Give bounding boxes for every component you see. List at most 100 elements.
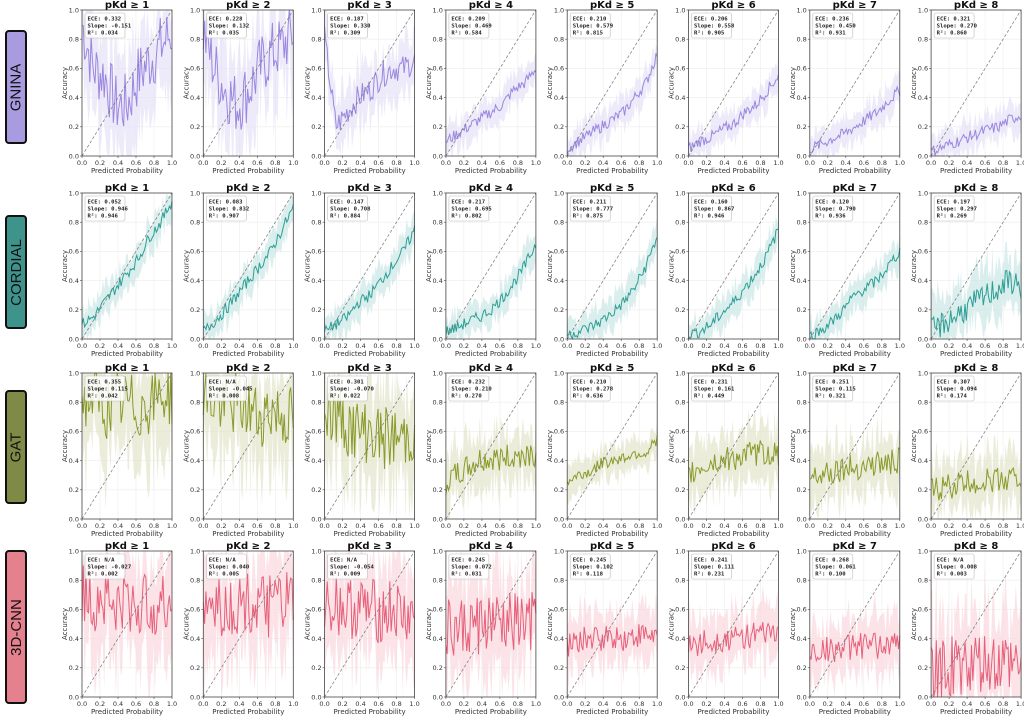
subplot-3d-cnn-5: 0.0 0.2 0.4 0.6 0.8 1.0 0.0 0.2 0.4 0.6 0.8 1.0 Pred… [546, 541, 662, 716]
y-tick-label: 0.6 [433, 65, 443, 73]
x-tick-label: 0.6 [495, 522, 505, 530]
y-tick-label: 0.0 [69, 152, 79, 160]
x-tick-label: 0.8 [270, 159, 280, 167]
stats-text: ECE: 0.083 [209, 200, 243, 206]
y-tick-label: 0.0 [311, 335, 321, 343]
x-tick-label: 0.6 [495, 700, 505, 708]
subplot-gnina-2: 0.0 0.2 0.4 0.6 0.8 1.0 0.0 0.2 0.4 0.6 0.8 1.0 Pred… [182, 0, 298, 175]
y-tick-label: 1.0 [675, 369, 685, 377]
x-tick-label: 0.4 [841, 159, 851, 167]
stats-text: R²: 0.860 [937, 30, 968, 37]
x-axis-label: Predicted Probability [940, 708, 1012, 716]
y-axis-label: Accuracy [668, 608, 676, 640]
x-tick-label: 0.4 [355, 522, 365, 530]
y-axis-label: Accuracy [546, 608, 554, 640]
x-tick-label: 0.8 [877, 342, 887, 350]
stats-text: ECE: 0.120 [815, 200, 849, 206]
stats-text: R²: 0.042 [88, 393, 118, 400]
y-tick-label: 0.0 [311, 515, 321, 523]
x-tick-label: 0.0 [319, 522, 329, 530]
x-tick-label: 0.0 [805, 159, 815, 167]
y-tick-label: 0.2 [311, 486, 321, 494]
subplot-cordial-6: 0.0 0.2 0.4 0.6 0.8 1.0 0.0 0.2 0.4 0.6 0.8 1.0 Pred… [668, 183, 784, 358]
x-axis-label: Predicted Probability [819, 167, 891, 175]
y-tick-label: 0.2 [311, 306, 321, 314]
y-tick-label: 1.0 [796, 189, 806, 197]
stats-text: ECE: 0.206 [694, 17, 728, 23]
stats-text: R²: 0.946 [694, 213, 725, 220]
stats-text: R²: 0.100 [815, 571, 846, 578]
subplot-gnina-4: 0.0 0.2 0.4 0.6 0.8 1.0 0.0 0.2 0.4 0.6 0.8 1.0 Pred… [425, 0, 541, 175]
y-tick-label: 0.4 [69, 635, 79, 643]
y-tick-label: 0.0 [675, 515, 685, 523]
y-tick-label: 0.4 [918, 94, 928, 102]
y-tick-label: 0.6 [796, 428, 806, 436]
x-tick-label: 0.2 [337, 342, 347, 350]
y-tick-label: 1.0 [433, 547, 443, 555]
x-tick-label: 0.4 [962, 700, 972, 708]
stats-text: R²: 0.231 [694, 571, 725, 578]
stats-text: R²: 0.309 [330, 30, 361, 37]
y-tick-label: 1.0 [69, 547, 79, 555]
y-tick-label: 0.6 [554, 428, 564, 436]
subplot-gat-2: 0.0 0.2 0.4 0.6 0.8 1.0 0.0 0.2 0.4 0.6 0.8 1.0 Pred… [182, 363, 298, 538]
x-axis-label: Predicted Probability [576, 708, 648, 716]
y-tick-label: 0.8 [554, 399, 564, 407]
x-tick-label: 0.8 [998, 342, 1008, 350]
stats-text: R²: 0.905 [694, 30, 724, 37]
y-axis-label: Accuracy [182, 250, 190, 282]
subplot-title: pKd ≥ 6 [711, 183, 755, 194]
x-tick-label: 0.0 [683, 342, 693, 350]
y-tick-label: 0.8 [918, 36, 928, 44]
y-tick-label: 1.0 [311, 189, 321, 197]
y-tick-label: 0.8 [69, 36, 79, 44]
x-tick-label: 0.2 [95, 700, 105, 708]
y-tick-label: 0.0 [675, 152, 685, 160]
stats-text: ECE: N/A [209, 558, 237, 564]
stats-text: Slope: 0.867 [694, 207, 734, 213]
y-axis-label: Accuracy [182, 430, 190, 462]
stats-text: R²: 0.636 [573, 393, 604, 400]
y-axis-label: Accuracy [182, 67, 190, 99]
stats-text: Slope: -0.070 [330, 387, 374, 393]
x-tick-label: 0.0 [198, 700, 208, 708]
stats-text: R²: 0.269 [937, 213, 968, 220]
x-tick-label: 0.4 [477, 159, 487, 167]
stats-text: Slope: 0.777 [573, 207, 613, 213]
subplot-title: pKd ≥ 5 [590, 363, 634, 374]
y-axis-label: Accuracy [425, 250, 433, 282]
x-tick-label: 0.8 [634, 159, 644, 167]
x-tick-label: 1.0 [652, 700, 662, 708]
x-tick-label: 0.6 [131, 700, 141, 708]
y-axis-label: Accuracy [668, 250, 676, 282]
x-tick-label: 0.6 [737, 159, 747, 167]
x-tick-label: 0.0 [77, 342, 87, 350]
x-tick-label: 0.6 [616, 159, 626, 167]
stats-text: ECE: 0.210 [573, 17, 607, 23]
x-tick-label: 1.0 [1016, 522, 1024, 530]
y-axis-label: Accuracy [546, 67, 554, 99]
x-axis-label: Predicted Probability [334, 530, 406, 538]
x-axis-label: Predicted Probability [91, 708, 163, 716]
x-tick-label: 0.8 [391, 522, 401, 530]
x-tick-label: 0.6 [737, 700, 747, 708]
x-tick-label: 0.8 [755, 700, 765, 708]
y-tick-label: 1.0 [675, 547, 685, 555]
x-axis-label: Predicted Probability [455, 167, 527, 175]
x-tick-label: 0.2 [459, 342, 469, 350]
subplot-3d-cnn-8: 0.0 0.2 0.4 0.6 0.8 1.0 0.0 0.2 0.4 0.6 0.8 1.0 Pred… [910, 541, 1024, 716]
subplot-gnina-3: 0.0 0.2 0.4 0.6 0.8 1.00.00.20.40.60.81.0Pred… [304, 0, 420, 175]
y-tick-label: 1.0 [69, 369, 79, 377]
subplot-title: pKd ≥ 3 [347, 183, 391, 194]
x-tick-label: 1.0 [167, 342, 177, 350]
y-tick-label: 0.2 [311, 123, 321, 131]
y-tick-label: 1.0 [918, 189, 928, 197]
stats-text: ECE: 0.245 [451, 558, 485, 564]
y-tick-label: 0.2 [190, 486, 200, 494]
y-tick-label: 0.6 [796, 65, 806, 73]
stats-text: R²: 0.035 [209, 30, 239, 37]
stats-text: Slope: 0.094 [937, 387, 978, 393]
y-tick-label: 0.2 [675, 123, 685, 131]
x-tick-label: 0.0 [319, 159, 329, 167]
